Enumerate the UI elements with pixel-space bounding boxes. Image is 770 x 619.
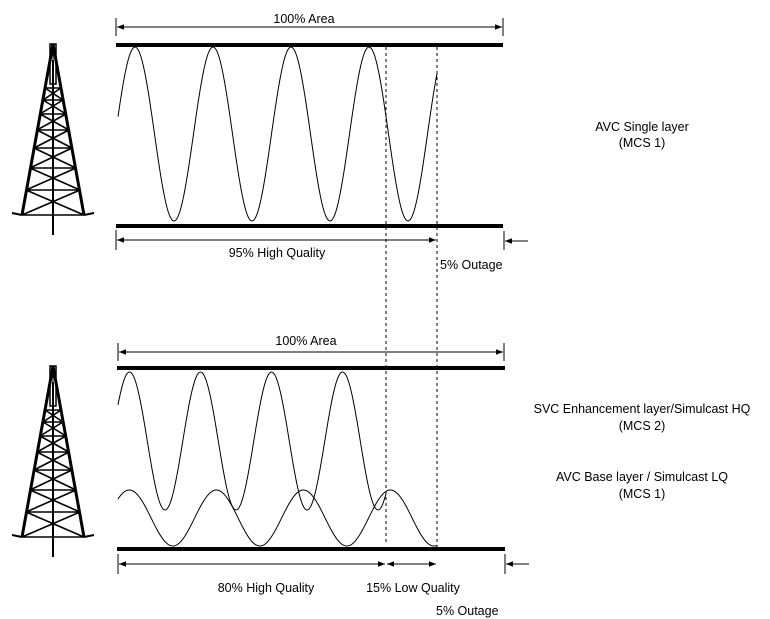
tower-icon-bottom [10, 364, 96, 559]
avc-single-layer-wave [117, 46, 438, 222]
bottom-outage-label: 5% Outage [436, 604, 499, 618]
svc-enhancement-layer-wave [117, 371, 387, 511]
top-panel: 100% Area 95% High Quality 5% Outage AVC… [115, 12, 689, 548]
tower-icon-top [10, 42, 96, 237]
avc-single-layer-title: AVC Single layer [595, 120, 689, 134]
svc-enhancement-layer-title: SVC Enhancement layer/Simulcast HQ [534, 402, 751, 416]
bottom-panel: 100% Area 80% High Quality 15% Low Quali… [117, 334, 751, 618]
top-high-quality-label: 95% High Quality [229, 246, 326, 260]
avc-base-layer-title: AVC Base layer / Simulcast LQ [556, 470, 728, 484]
svc-enhancement-layer-mcs: (MCS 2) [619, 419, 666, 433]
bottom-low-quality-label: 15% Low Quality [366, 581, 461, 595]
top-area-label: 100% Area [273, 12, 334, 26]
bottom-high-quality-label: 80% High Quality [218, 581, 315, 595]
top-outage-label: 5% Outage [440, 258, 503, 272]
avc-base-layer-mcs: (MCS 1) [619, 487, 666, 501]
bottom-area-label: 100% Area [275, 334, 336, 348]
avc-single-layer-mcs: (MCS 1) [619, 136, 666, 150]
avc-base-layer-wave [117, 489, 438, 547]
